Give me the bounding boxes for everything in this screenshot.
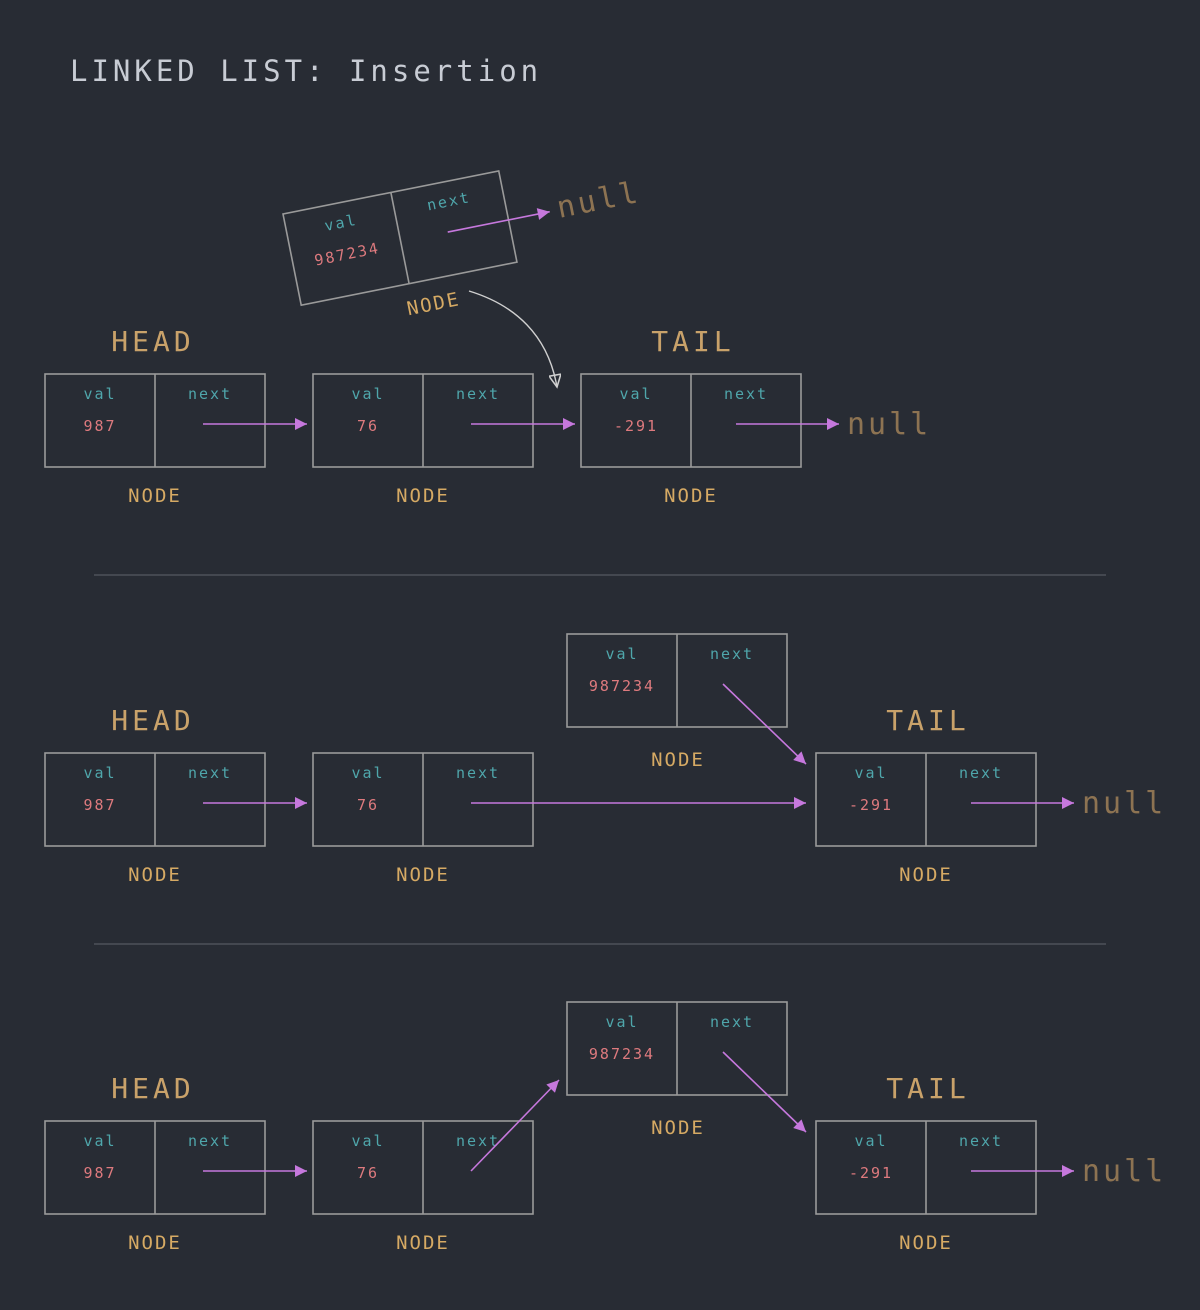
val-label: val: [854, 764, 887, 782]
node-box: val next -291: [815, 752, 1037, 847]
head-label: HEAD: [111, 1072, 194, 1105]
tail-label: TAIL: [886, 1072, 969, 1105]
null-label: null: [554, 175, 643, 226]
new-node-next-arrow: [722, 1051, 807, 1133]
node-value: 987234: [589, 1045, 655, 1063]
node-caption: NODE: [396, 485, 450, 507]
node-box: val next -291: [815, 1120, 1037, 1215]
next-label: next: [188, 764, 232, 782]
val-label: val: [351, 385, 384, 403]
node-outline: [282, 169, 518, 307]
node-box: val next 987234: [282, 169, 518, 307]
node-caption: NODE: [405, 288, 462, 320]
val-label: val: [83, 1132, 116, 1150]
node-caption: NODE: [651, 749, 705, 771]
node-box: val next 987: [44, 1120, 266, 1215]
next-label: next: [188, 385, 232, 403]
insert-move-arrow: [468, 290, 557, 387]
node-box: val next 987: [44, 373, 266, 468]
node-caption: NODE: [651, 1117, 705, 1139]
node-value: -291: [614, 417, 658, 435]
next-pointer-arrow: [470, 1079, 560, 1172]
node-box: val next 987234: [566, 1001, 788, 1096]
val-label: val: [605, 1013, 638, 1031]
node-caption: NODE: [396, 1232, 450, 1254]
next-label: next: [959, 764, 1003, 782]
node-box: val next 987: [44, 752, 266, 847]
val-label: val: [605, 645, 638, 663]
head-label: HEAD: [111, 325, 194, 358]
null-label: null: [1082, 1154, 1166, 1189]
next-label: next: [188, 1132, 232, 1150]
node-value: 987234: [313, 239, 381, 270]
new-node: val next 987234 null NODE: [282, 169, 643, 320]
next-label: next: [724, 385, 768, 403]
val-label: val: [83, 764, 116, 782]
node-value: 987234: [589, 677, 655, 695]
node-value: 76: [357, 1164, 379, 1182]
node-box: val next 76: [312, 752, 534, 847]
node-divider: [390, 192, 410, 284]
node-caption: NODE: [128, 1232, 182, 1254]
val-label: val: [351, 1132, 384, 1150]
next-label: next: [456, 385, 500, 403]
node-value: 76: [357, 796, 379, 814]
page-title: LINKED LIST: Insertion: [70, 54, 543, 88]
node-box: val next 76: [312, 1120, 534, 1215]
next-label: next: [710, 645, 754, 663]
next-label: next: [710, 1013, 754, 1031]
new-node-next-arrow: [722, 683, 807, 765]
node-caption: NODE: [899, 1232, 953, 1254]
val-label: val: [854, 1132, 887, 1150]
next-label: next: [425, 188, 472, 214]
node-value: 987: [83, 417, 116, 435]
node-caption: NODE: [396, 864, 450, 886]
tail-label: TAIL: [651, 325, 734, 358]
node-caption: NODE: [128, 485, 182, 507]
node-box: val next 987234: [566, 633, 788, 728]
node-caption: NODE: [664, 485, 718, 507]
null-label: null: [847, 407, 931, 442]
null-pointer-arrow: [447, 208, 550, 233]
node-value: 76: [357, 417, 379, 435]
val-label: val: [83, 385, 116, 403]
node-value: 987: [83, 1164, 116, 1182]
node-value: -291: [849, 796, 893, 814]
head-label: HEAD: [111, 704, 194, 737]
tail-label: TAIL: [886, 704, 969, 737]
node-box: val next -291: [580, 373, 802, 468]
node-caption: NODE: [128, 864, 182, 886]
node-value: -291: [849, 1164, 893, 1182]
node-value: 987: [83, 796, 116, 814]
node-caption: NODE: [899, 864, 953, 886]
next-label: next: [456, 1132, 500, 1150]
next-label: next: [959, 1132, 1003, 1150]
val-label: val: [351, 764, 384, 782]
null-label: null: [1082, 786, 1166, 821]
val-label: val: [619, 385, 652, 403]
node-box: val next 76: [312, 373, 534, 468]
next-label: next: [456, 764, 500, 782]
val-label: val: [323, 211, 359, 235]
